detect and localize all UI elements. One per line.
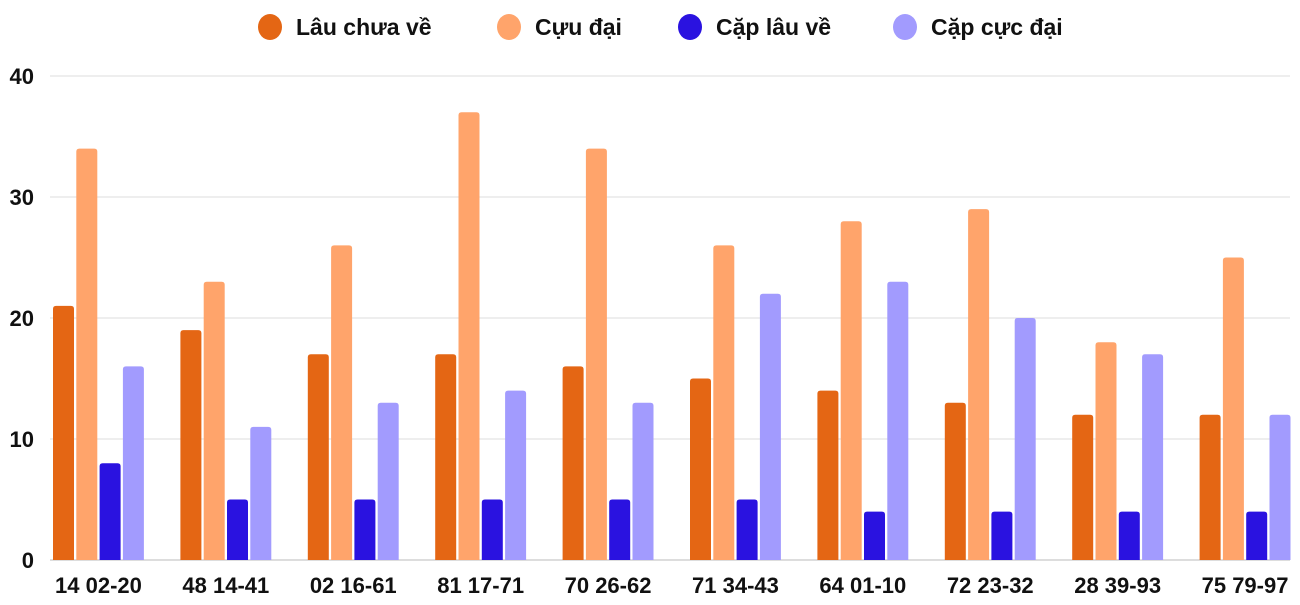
bar-3[interactable] [609,499,631,561]
bar-4[interactable] [250,426,272,560]
x-tick-label: 81 17-71 [437,573,524,598]
bar-4[interactable] [377,402,399,560]
bar-2[interactable] [713,245,735,560]
bar-3[interactable] [481,499,503,561]
y-tick-label: 30 [10,185,34,210]
bar-4[interactable] [632,402,654,560]
bar-1[interactable] [307,354,329,560]
bar-3[interactable] [227,499,248,561]
bar-2[interactable] [1222,257,1244,561]
x-axis-labels: 14 02-20 48 14-41 02 16-61 81 17-71 70 26-62… [55,573,1288,598]
bar-4[interactable] [887,281,909,560]
legend-label[interactable]: Cặp cực đại [931,14,1063,40]
bar-3[interactable] [1118,511,1140,560]
bar-1[interactable] [435,354,457,560]
bar-4[interactable] [1142,354,1164,560]
legend-marker [678,14,702,40]
x-tick-label: 64 01-10 [819,573,906,598]
bar-2[interactable] [968,209,990,560]
bar-4[interactable] [1014,318,1036,560]
bar-1[interactable] [1199,414,1221,560]
legend-marker [497,14,521,40]
bar-1[interactable] [180,330,202,560]
legend-label[interactable]: Lâu chưa về [296,14,432,40]
x-tick-label: 71 34-43 [692,573,779,598]
x-tick-label: 72 23-32 [947,573,1034,598]
bar-2[interactable] [76,148,98,560]
bar-3[interactable] [1246,511,1268,560]
y-tick-label: 40 [10,64,34,89]
bar-2[interactable] [585,148,607,560]
legend: Lâu chưa về Cựu đại Cặp lâu về Cặp cực đại [258,14,1063,40]
bar-4[interactable] [759,293,781,560]
bar-3[interactable] [736,499,758,561]
x-tick-label: 28 39-93 [1074,573,1161,598]
bar-4[interactable] [505,390,527,560]
y-tick-label: 20 [10,306,34,331]
bar-1[interactable] [1072,414,1094,560]
x-tick-label: 70 26-62 [565,573,652,598]
bar-2[interactable] [458,112,480,561]
bar-3[interactable] [991,511,1013,560]
bar-1[interactable] [690,378,711,561]
bar-3[interactable] [99,463,121,560]
bar-4[interactable] [122,366,144,560]
legend-label[interactable]: Cựu đại [535,14,622,40]
bar-2[interactable] [203,281,225,560]
x-tick-label: 75 79-97 [1202,573,1289,598]
legend-label[interactable]: Cặp lâu về [716,14,831,40]
y-tick-label: 0 [22,548,34,573]
x-tick-label: 02 16-61 [310,573,397,598]
bar-3[interactable] [354,499,376,561]
bar-1[interactable] [944,402,966,560]
bar-2[interactable] [1095,342,1117,560]
x-tick-label: 48 14-41 [182,573,269,598]
bar-2[interactable] [840,221,862,560]
bar-2[interactable] [331,245,353,560]
bar-1[interactable] [817,390,839,560]
bar-1[interactable] [53,305,74,560]
bar-3[interactable] [864,511,885,560]
gridlines: 0 10 20 30 40 [10,64,1290,573]
legend-marker [258,14,282,40]
legend-marker [893,14,917,40]
y-tick-label: 10 [10,427,34,452]
bar-4[interactable] [1269,414,1291,560]
x-tick-label: 14 02-20 [55,573,142,598]
bars [53,112,1291,561]
bar-1[interactable] [562,366,584,560]
